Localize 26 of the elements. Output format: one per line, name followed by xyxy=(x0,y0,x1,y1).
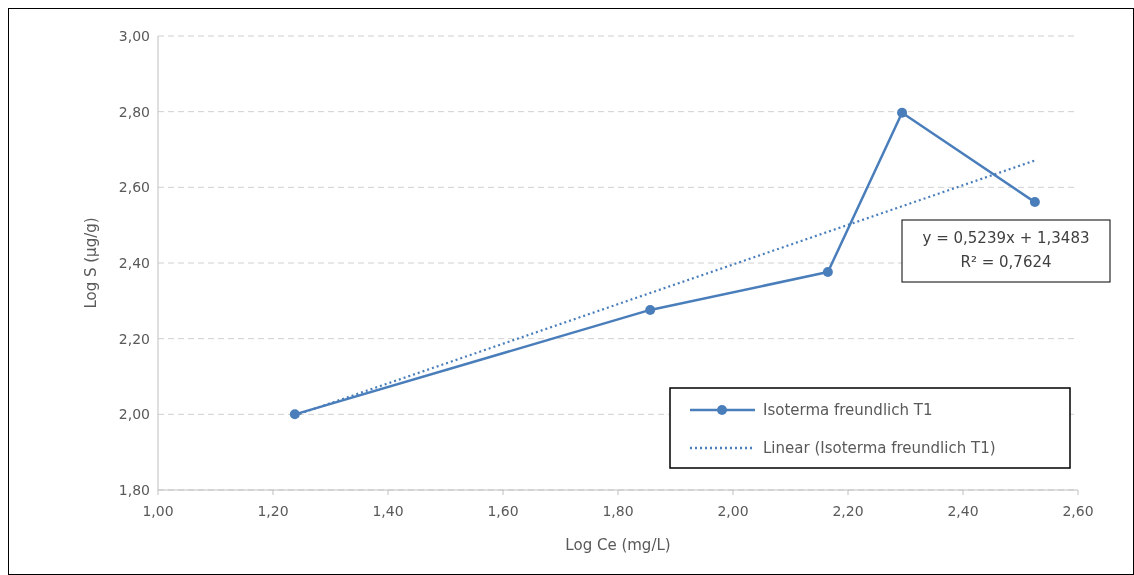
x-axis-title: Log Ce (mg/L) xyxy=(565,536,671,554)
y-axis-title: Log S (µg/g) xyxy=(82,217,100,309)
x-tick-label: 1,20 xyxy=(257,503,289,519)
y-tick-label: 2,00 xyxy=(118,406,150,423)
y-tick-label: 3,00 xyxy=(118,28,150,44)
point xyxy=(289,409,300,420)
legend-label: Isoterma freundlich T1 xyxy=(763,401,933,419)
point xyxy=(1029,197,1040,208)
x-tick-label: 1,00 xyxy=(142,503,174,519)
annotation: y = 0,5239x + 1,3483 R² = 0,7624 xyxy=(922,229,1090,271)
point xyxy=(822,267,833,278)
x-tick-label: 2,20 xyxy=(832,503,864,519)
x-tick-label: 1,80 xyxy=(602,503,634,519)
y-tick-label: 2,40 xyxy=(118,255,150,271)
x-tick-label: 2,40 xyxy=(947,503,979,519)
legend-label: Linear (Isoterma freundlich T1) xyxy=(763,439,996,457)
y-tick-label: 2,20 xyxy=(118,330,150,347)
x-tick-label: 2,60 xyxy=(1062,503,1094,519)
y-tick-label: 2,60 xyxy=(118,179,150,196)
x-tick-label: 2,00 xyxy=(717,503,749,519)
x-tick-label: 1,40 xyxy=(372,503,404,519)
y-tick-label: 1,80 xyxy=(118,482,150,498)
point xyxy=(897,107,908,118)
point xyxy=(645,304,656,315)
x-tick-label: 1,60 xyxy=(487,503,519,519)
y-tick-label: 2,80 xyxy=(118,103,150,120)
